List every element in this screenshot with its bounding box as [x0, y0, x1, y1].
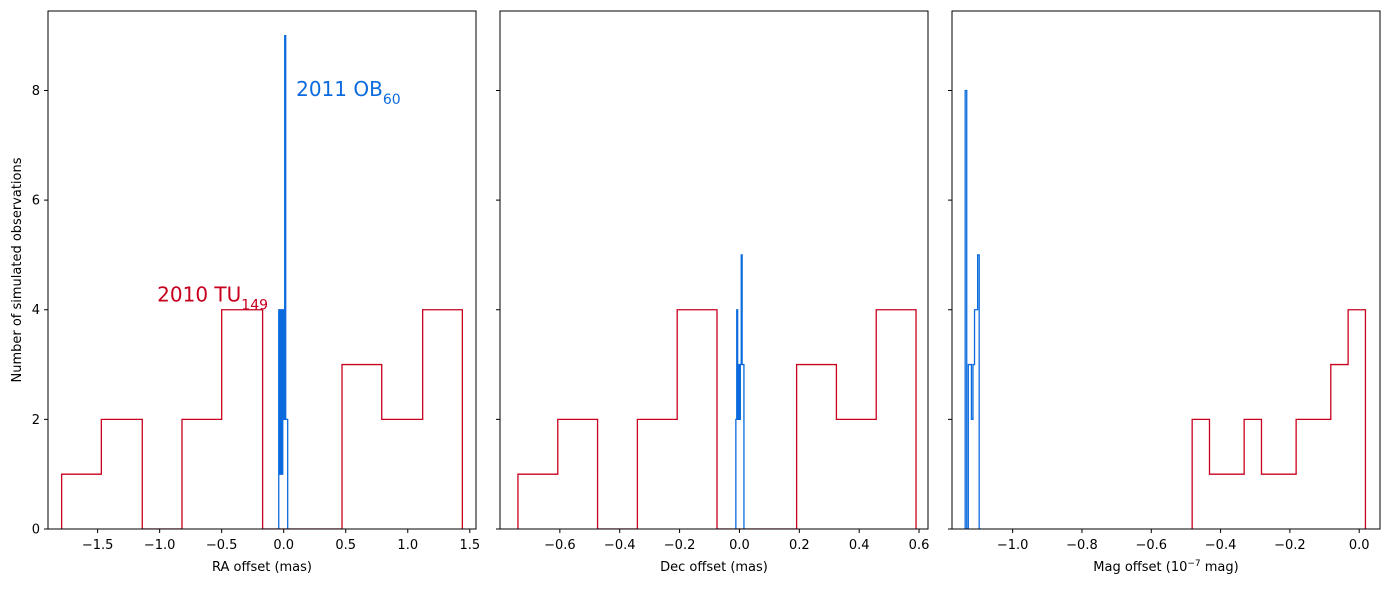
axes-frame — [951, 10, 1381, 530]
x-tick-label: −1.0 — [997, 538, 1029, 553]
x-axis-label: Mag offset (10−7 mag) — [1093, 559, 1238, 575]
x-tick-label: −0.2 — [664, 538, 696, 553]
y-tick-label: 6 — [32, 194, 40, 209]
x-tick-label: 0.6 — [909, 538, 930, 553]
x-tick-label: 0.0 — [1349, 538, 1370, 553]
x-tick-label: −0.4 — [604, 538, 636, 553]
panel-2: −0.6 −0.4 −0.2 0.0 0.2 0.4 0.6 Dec offset (mas) — [496, 10, 930, 575]
x-tick-label: 0.0 — [729, 538, 750, 553]
series-annotation: 2010 TU149 — [157, 283, 268, 314]
x-tick-label: −0.6 — [544, 538, 576, 553]
x-tick-label: 1.5 — [459, 538, 480, 553]
x-axis-label: Dec offset (mas) — [660, 560, 768, 575]
axes-frame — [499, 10, 929, 530]
x-tick-label: −0.8 — [1066, 538, 1098, 553]
x-tick-label: −0.6 — [1135, 538, 1167, 553]
y-tick-label: 0 — [32, 523, 40, 538]
series-annotation: 2011 OB60 — [296, 77, 401, 108]
histogram-red-panel-1 — [61, 309, 463, 529]
histogram-red-panel-2 — [517, 309, 917, 529]
panel-3: −1.0 −0.8 −0.6 −0.4 −0.2 0.0 Mag offset (10−7 … — [948, 10, 1381, 575]
histogram-blue-panel-2 — [735, 254, 745, 529]
histogram-red-panel-3 — [1191, 309, 1367, 529]
x-tick-label: 1.0 — [397, 538, 418, 553]
y-tick-label: 8 — [32, 84, 40, 99]
x-tick-label: −0.4 — [1205, 538, 1237, 553]
x-tick-label: −0.5 — [206, 538, 238, 553]
y-tick-label: 4 — [32, 303, 40, 318]
x-tick-label: 0.2 — [789, 538, 810, 553]
histogram-blue-panel-1 — [278, 35, 289, 529]
x-tick-label: 0.0 — [273, 538, 294, 553]
y-axis-label: Number of simulated observations — [10, 157, 25, 382]
x-tick-label: 0.5 — [335, 538, 356, 553]
x-axis-label: RA offset (mas) — [212, 560, 312, 575]
x-tick-label: −0.2 — [1274, 538, 1306, 553]
axes-frame — [47, 10, 477, 530]
y-tick-label: 2 — [32, 413, 40, 428]
x-tick-label: −1.5 — [82, 538, 114, 553]
x-tick-label: −1.0 — [144, 538, 176, 553]
histogram-blue-panel-3 — [964, 89, 981, 529]
x-tick-label: 0.4 — [849, 538, 870, 553]
panel-1: −1.5 −1.0 −0.5 0.0 0.5 1.0 1.5 0 2 4 6 8 RA offset (… — [10, 10, 480, 575]
